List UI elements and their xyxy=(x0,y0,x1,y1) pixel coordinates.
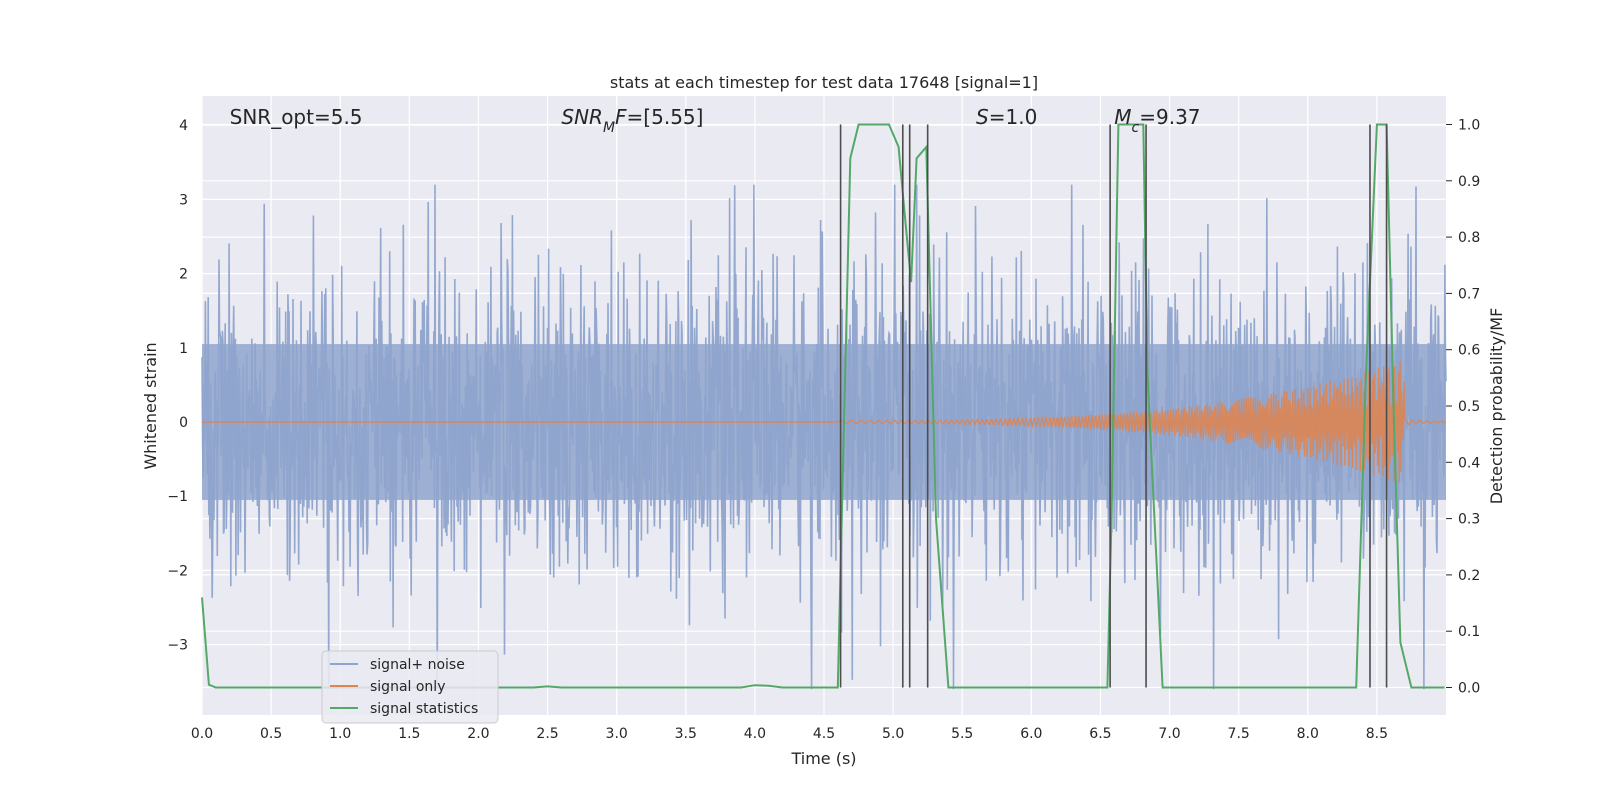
y-right-tick-label: 0.9 xyxy=(1458,174,1480,190)
y-right-tick-label: 0.4 xyxy=(1458,455,1480,471)
y-right-tick-label: 0.0 xyxy=(1458,681,1480,697)
x-tick-label: 1.0 xyxy=(329,726,351,742)
signal-statistics-line xyxy=(201,123,1445,689)
x-tick-label: 6.0 xyxy=(1020,726,1042,742)
x-tick-label: 7.0 xyxy=(1158,726,1180,742)
x-tick-label: 0.0 xyxy=(191,726,213,742)
x-tick-label: 2.5 xyxy=(536,726,558,742)
y-right-tick-label: 0.3 xyxy=(1458,512,1480,528)
annotation-part: SNR_opt=5.5 xyxy=(230,105,363,129)
annotation-part: M xyxy=(1114,105,1131,129)
y-right-tick-label: 0.8 xyxy=(1458,230,1480,246)
y-axis-right-label: Detection probability/MF xyxy=(1487,308,1506,505)
y-tick-label: 2 xyxy=(179,267,188,283)
x-tick-label: 8.0 xyxy=(1297,726,1319,742)
x-tick-label: 5.5 xyxy=(951,726,973,742)
y-right-tick-label: 0.6 xyxy=(1458,343,1480,359)
stat-annotation: SNRMF=[5.55] xyxy=(561,105,703,136)
legend-label-signal: signal only xyxy=(370,679,445,695)
x-tick-label: 6.5 xyxy=(1089,726,1111,742)
signal-only-series xyxy=(202,361,1447,483)
y-tick-label: −1 xyxy=(167,489,188,505)
y-tick-label: 4 xyxy=(179,118,188,134)
annotation-part: S xyxy=(976,105,989,129)
annotation-part: c xyxy=(1132,120,1140,136)
signal-statistics-series xyxy=(201,123,1445,689)
annotation-part: SNR xyxy=(561,105,603,129)
stat-annotation: S=1.0 xyxy=(976,105,1037,129)
chart-title: stats at each timestep for test data 176… xyxy=(610,73,1038,92)
y-right-tick-label: 0.1 xyxy=(1458,624,1480,640)
x-tick-label: 4.0 xyxy=(744,726,766,742)
x-tick-label: 3.5 xyxy=(675,726,697,742)
y-tick-label: −2 xyxy=(167,563,188,579)
y-tick-label: 0 xyxy=(179,415,188,431)
y-tick-label: 1 xyxy=(179,341,188,357)
y-axis-label: Whitened strain xyxy=(141,342,160,469)
y-axis-right: 0.0 0.1 0.2 0.3 0.4 0.5 0.6 0.7 0.8 0.9 1.0 xyxy=(1446,118,1480,697)
y-tick-label: 3 xyxy=(179,192,188,208)
y-right-tick-label: 0.7 xyxy=(1458,286,1480,302)
annotation-part: =1.0 xyxy=(989,105,1038,129)
y-right-tick-label: 0.5 xyxy=(1458,399,1480,415)
annotation-part: F xyxy=(615,105,627,129)
x-tick-label: 3.0 xyxy=(606,726,628,742)
x-axis-label: Time (s) xyxy=(790,749,856,768)
detection-markers xyxy=(839,124,1388,688)
stat-annotation: SNR_opt=5.5 xyxy=(230,105,363,129)
x-tick-label: 0.5 xyxy=(260,726,282,742)
y-axis-left: −3 −2 −1 0 1 2 3 4 xyxy=(167,118,188,653)
x-tick-label: 7.5 xyxy=(1228,726,1250,742)
legend: signal+ noise signal only signal statist… xyxy=(321,650,499,724)
x-axis: 0.0 0.5 1.0 1.5 2.0 2.5 3.0 3.5 4.0 4.5 5.0 5.5 6.0 6… xyxy=(191,726,1388,742)
annotation-part: =[5.55] xyxy=(627,105,704,129)
y-right-tick-label: 0.2 xyxy=(1458,568,1480,584)
legend-label-statistics: signal statistics xyxy=(370,701,478,717)
x-tick-label: 4.5 xyxy=(813,726,835,742)
x-tick-label: 8.5 xyxy=(1366,726,1388,742)
annotation-part: =9.37 xyxy=(1139,105,1200,129)
annotations: SNR_opt=5.5 SNRMF=[5.55] S=1.0 Mc=9.37 xyxy=(230,105,1201,136)
annotation-part: M xyxy=(603,120,615,136)
signal-only-line xyxy=(202,361,1447,483)
y-tick-label: −3 xyxy=(167,638,188,654)
y-right-tick-label: 1.0 xyxy=(1458,118,1480,134)
x-tick-label: 5.0 xyxy=(882,726,904,742)
stat-annotation: Mc=9.37 xyxy=(1114,105,1200,136)
x-tick-label: 2.0 xyxy=(467,726,489,742)
x-tick-label: 1.5 xyxy=(398,726,420,742)
legend-box xyxy=(321,650,499,724)
legend-label-noise: signal+ noise xyxy=(370,657,465,673)
